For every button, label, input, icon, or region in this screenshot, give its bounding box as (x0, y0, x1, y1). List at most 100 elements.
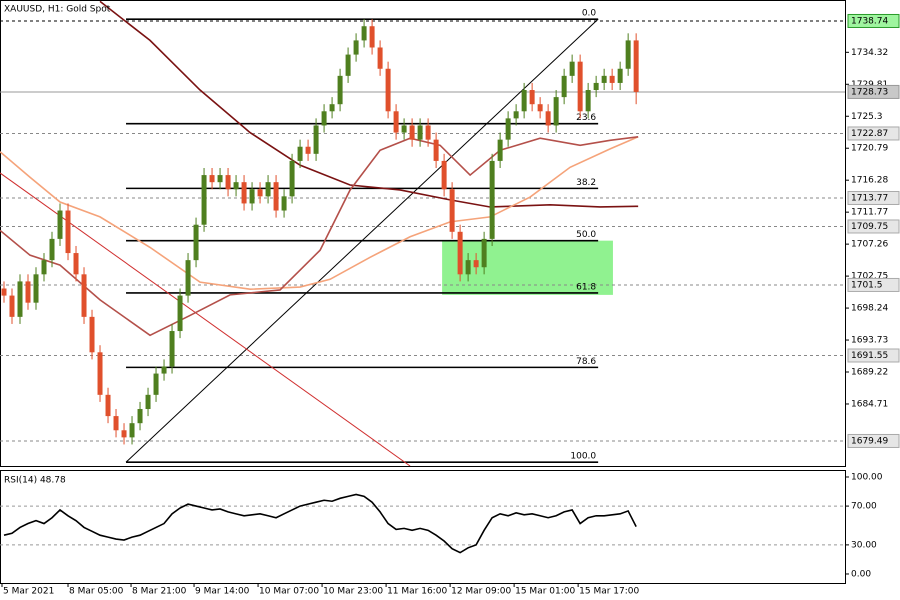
candle-body (529, 90, 535, 105)
x-tick-label: 8 Mar 05:00 (69, 587, 124, 597)
x-tick-label: 15 Mar 17:00 (579, 587, 639, 597)
candle-body (289, 160, 295, 197)
candle-body (569, 61, 575, 76)
price-level-box (847, 348, 900, 363)
main-plot: 0.0 23.6 38.2 50.0 61.8 78.6 100.0 (0, 0, 845, 466)
candle-body (537, 104, 543, 112)
candle-body (369, 26, 375, 48)
candle-body (433, 139, 439, 161)
candle-body (97, 352, 103, 395)
candle-body (409, 125, 415, 140)
candle-body (385, 68, 391, 112)
y-tick-label: 1734.32 (851, 48, 888, 58)
y-tick-label: 1693.73 (851, 336, 888, 346)
candle-body (105, 394, 111, 417)
price-level-box (847, 126, 900, 141)
candle-body (113, 416, 119, 431)
candle-body (281, 196, 287, 211)
rsi-y-tick-label: 70.00 (851, 502, 877, 512)
rsi-y-tick-label: 0.00 (851, 569, 871, 579)
candle-body (25, 281, 31, 303)
candle-body (425, 125, 431, 140)
candle-body (593, 82, 599, 91)
x-tick-label: 10 Mar 23:00 (323, 587, 383, 597)
candle-body (89, 316, 95, 353)
candle-body (377, 47, 383, 69)
candle-body (417, 125, 423, 140)
rsi-line (3, 493, 637, 554)
candle-body (577, 61, 583, 112)
chart-title: XAUUSD, H1: Gold Spot (4, 5, 111, 15)
candle-body (457, 231, 463, 275)
candle-body (9, 295, 15, 317)
current-price-box (847, 84, 900, 99)
candle-body (449, 189, 455, 232)
candle-body (233, 182, 239, 190)
candle-body (145, 394, 151, 410)
x-tick-label: 9 Mar 14:00 (195, 587, 250, 597)
candle-body (393, 111, 399, 133)
main-frame (0, 0, 846, 467)
candle-body (185, 260, 191, 296)
candle-body (137, 409, 143, 424)
fib-label: 78.6 (576, 357, 596, 367)
candle-body (129, 423, 135, 438)
candle-body (297, 146, 303, 161)
price-level-box (847, 13, 900, 28)
axes: 1734.32 1729.81 1725.3 1720.79 1716.28 1711.7… (1, 13, 900, 597)
fib-label: 100.0 (570, 452, 596, 462)
candle-body (201, 175, 207, 225)
candle-body (361, 26, 367, 41)
price-level-label: 1701.5 (851, 280, 883, 290)
rsi-frame (0, 470, 846, 584)
x-tick-label: 15 Mar 01:00 (515, 587, 575, 597)
candle-body (33, 274, 39, 303)
fib-label: 50.0 (576, 230, 596, 240)
candle-body (265, 182, 271, 197)
rsi-plot (0, 493, 845, 554)
candle-body (161, 366, 167, 374)
rsi-y-tick-label: 100.00 (851, 472, 883, 482)
y-tick-label: 1689.22 (851, 368, 888, 378)
x-tick-label: 8 Mar 21:00 (132, 587, 187, 597)
candle-body (81, 274, 87, 317)
candle-body (481, 238, 487, 268)
candle-body (313, 125, 319, 154)
candle-body (273, 182, 279, 211)
candle-body (561, 75, 567, 98)
price-level-box (847, 219, 900, 234)
y-tick-label: 1702.75 (851, 272, 888, 282)
y-tick-label: 1698.24 (851, 304, 888, 314)
candle-body (257, 189, 263, 197)
price-level-box (847, 277, 900, 292)
candle-body (249, 189, 255, 204)
candle-body (473, 260, 479, 268)
candle-body (17, 281, 23, 317)
y-tick-label: 1707.26 (851, 240, 888, 250)
rsi-y-tick-label: 30.00 (851, 540, 877, 550)
candle-body (513, 111, 519, 119)
price-level-label: 1691.55 (851, 351, 888, 361)
y-tick-label: 1725.3 (851, 112, 883, 122)
fib-label: 0.0 (582, 9, 597, 19)
candle-body (209, 175, 215, 183)
candle-body (241, 182, 247, 204)
candle-body (345, 54, 351, 76)
price-level-label: 1713.77 (851, 193, 888, 203)
y-tick-label: 1711.77 (851, 208, 888, 218)
x-tick-label: 10 Mar 07:00 (259, 587, 319, 597)
candle-body (153, 373, 159, 395)
candle-body (585, 90, 591, 112)
y-tick-label: 1684.71 (851, 399, 888, 409)
candle-body (633, 40, 639, 92)
candle-body (57, 210, 63, 239)
x-tick-label: 11 Mar 16:00 (387, 587, 447, 597)
candle-body (49, 238, 55, 261)
price-level-label: 1738.74 (851, 16, 888, 26)
x-tick-label: 5 Mar 2021 (3, 587, 54, 597)
price-level-label: 1722.87 (851, 129, 888, 139)
y-tick-label: 1729.81 (851, 80, 888, 90)
candle-body (353, 40, 359, 55)
candle-body (441, 160, 447, 190)
